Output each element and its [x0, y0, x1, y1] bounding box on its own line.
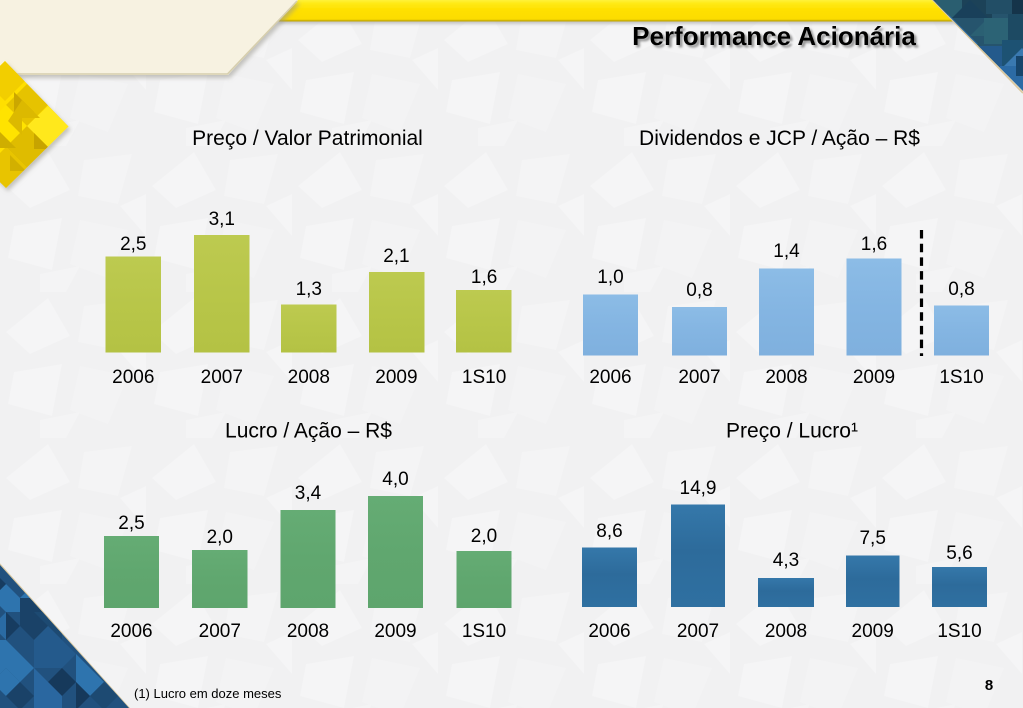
svg-text:3,1: 3,1 [209, 209, 235, 230]
svg-text:Preço / Valor Patrimonial: Preço / Valor Patrimonial [192, 127, 423, 150]
svg-text:2008: 2008 [287, 621, 329, 642]
svg-text:2006: 2006 [110, 621, 152, 642]
svg-text:0,8: 0,8 [948, 279, 974, 300]
svg-text:2007: 2007 [201, 367, 243, 388]
svg-text:2006: 2006 [588, 621, 630, 642]
svg-text:1S10: 1S10 [939, 367, 983, 388]
svg-text:1S10: 1S10 [462, 367, 506, 388]
svg-text:2008: 2008 [765, 621, 807, 642]
svg-text:1,6: 1,6 [861, 234, 887, 255]
svg-text:(1) Lucro em doze meses: (1) Lucro em doze meses [134, 686, 282, 701]
svg-text:14,9: 14,9 [680, 478, 717, 499]
svg-text:2,5: 2,5 [118, 513, 144, 534]
svg-text:4,3: 4,3 [773, 550, 799, 571]
svg-text:3,4: 3,4 [295, 483, 322, 504]
svg-text:8: 8 [985, 677, 993, 694]
svg-text:1,4: 1,4 [773, 241, 800, 262]
svg-text:5,6: 5,6 [946, 543, 972, 564]
svg-text:2006: 2006 [112, 367, 154, 388]
svg-text:2,5: 2,5 [120, 234, 146, 255]
svg-text:2009: 2009 [374, 621, 416, 642]
svg-text:7,5: 7,5 [859, 528, 885, 549]
svg-text:1,0: 1,0 [597, 267, 623, 288]
svg-text:0,8: 0,8 [686, 280, 712, 301]
svg-text:2009: 2009 [375, 367, 417, 388]
svg-text:2008: 2008 [765, 367, 807, 388]
svg-text:2007: 2007 [677, 621, 719, 642]
svg-text:4,0: 4,0 [382, 469, 408, 490]
svg-text:1,3: 1,3 [296, 279, 322, 300]
svg-text:2,1: 2,1 [383, 246, 409, 267]
svg-text:1S10: 1S10 [937, 621, 981, 642]
svg-text:1,6: 1,6 [471, 267, 497, 288]
svg-text:Dividendos e JCP / Ação – R$: Dividendos e JCP / Ação – R$ [639, 127, 920, 150]
svg-text:Preço / Lucro¹: Preço / Lucro¹ [726, 420, 858, 443]
svg-text:2007: 2007 [678, 367, 720, 388]
svg-text:2008: 2008 [288, 367, 330, 388]
svg-text:2007: 2007 [199, 621, 241, 642]
svg-text:Performance Acionária: Performance Acionária [632, 21, 916, 51]
svg-text:2,0: 2,0 [471, 526, 497, 547]
svg-text:2009: 2009 [852, 621, 894, 642]
svg-text:1S10: 1S10 [462, 621, 506, 642]
svg-text:2006: 2006 [589, 367, 631, 388]
svg-text:2,0: 2,0 [207, 527, 233, 548]
svg-text:8,6: 8,6 [596, 521, 622, 542]
svg-text:2009: 2009 [853, 367, 895, 388]
svg-text:Lucro / Ação – R$: Lucro / Ação – R$ [225, 420, 392, 443]
